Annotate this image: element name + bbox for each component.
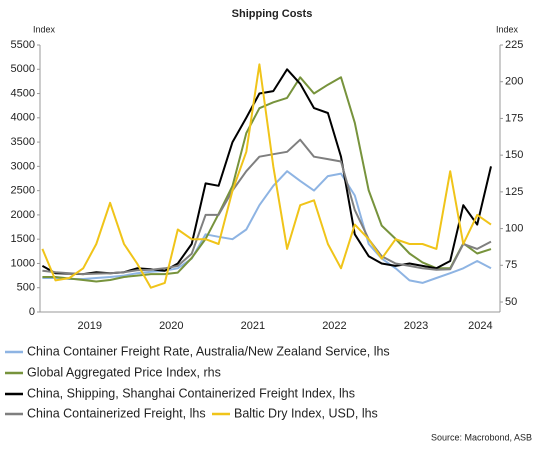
- y2-axis-label: Index: [496, 24, 519, 34]
- chart-title: Shipping Costs: [232, 8, 313, 20]
- legend-label: China Container Freight Rate, Australia/…: [27, 344, 390, 358]
- legend-label: China, Shipping, Shanghai Containerized …: [27, 386, 355, 400]
- y2-tick-label: 125: [505, 186, 523, 198]
- y-tick-label: 0: [29, 306, 35, 318]
- y-tick-label: 5500: [11, 39, 35, 51]
- x-tick-label: 2022: [322, 320, 346, 332]
- series-line: [42, 170, 492, 284]
- y2-tick-label: 100: [505, 222, 523, 234]
- x-tick-label: 2020: [159, 320, 183, 332]
- x-tick-label: 2024: [468, 320, 492, 332]
- source-note: Source: Macrobond, ASB: [431, 432, 532, 442]
- y-tick-label: 4000: [11, 112, 35, 124]
- y2-tick-label: 175: [505, 112, 523, 124]
- y-tick-label: 4500: [11, 87, 35, 99]
- y-tick-label: 1500: [11, 233, 35, 245]
- y2-tick-label: 75: [505, 259, 517, 271]
- x-tick-label: 2021: [241, 320, 265, 332]
- y-tick-label: 500: [17, 282, 35, 294]
- x-tick-label: 2023: [404, 320, 428, 332]
- y-tick-label: 3000: [11, 160, 35, 172]
- series-line: [42, 138, 492, 276]
- series-line: [42, 76, 492, 283]
- y-tick-label: 3500: [11, 136, 35, 148]
- legend-label: China Containerized Freight, lhs: [27, 406, 206, 420]
- y-tick-label: 1000: [11, 257, 35, 269]
- y-tick-label: 5000: [11, 63, 35, 75]
- y-tick-label: 2000: [11, 209, 35, 221]
- series-line: [41, 63, 492, 289]
- y2-tick-label: 225: [505, 39, 523, 51]
- y2-tick-label: 150: [505, 149, 523, 161]
- y2-tick-label: 200: [505, 76, 523, 88]
- legend-label: Global Aggregated Price Index, rhs: [27, 365, 221, 379]
- y-tick-label: 2500: [11, 185, 35, 197]
- y2-tick-label: 50: [505, 296, 517, 308]
- legend-label: Baltic Dry Index, USD, lhs: [234, 406, 378, 420]
- x-tick-label: 2019: [78, 320, 102, 332]
- y-axis-label: Index: [33, 24, 56, 34]
